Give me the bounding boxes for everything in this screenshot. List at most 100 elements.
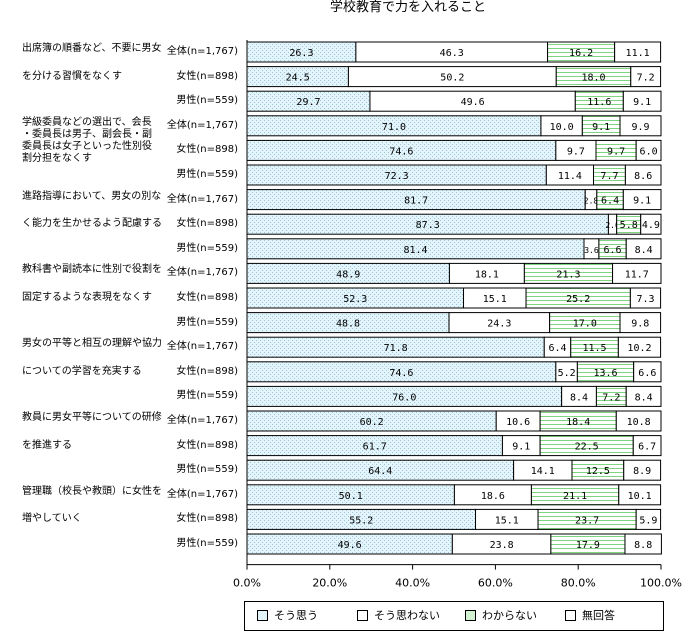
row-label: 男性(n=559) — [176, 242, 238, 254]
data-label: 10.0 — [550, 122, 574, 133]
data-label: 10.6 — [506, 417, 530, 428]
data-label: 61.7 — [363, 442, 387, 453]
data-label: 18.1 — [475, 269, 499, 280]
data-label: 21.3 — [556, 269, 580, 280]
question-label: 教科書や副読本に性別で役割を — [22, 264, 162, 276]
data-label: 15.1 — [495, 515, 519, 526]
data-label: 10.2 — [627, 343, 651, 354]
legend-label-unknown: わからない — [482, 609, 537, 622]
legend-item-disagree: そう思わない — [357, 607, 440, 623]
question-label: を分ける習慣をなくす — [22, 70, 122, 82]
data-label: 7.3 — [636, 294, 654, 305]
data-label: 6.6 — [604, 245, 622, 256]
x-tick-label: 20.0% — [312, 577, 347, 590]
data-label: 16.2 — [569, 48, 593, 59]
data-label: 21.1 — [563, 491, 587, 502]
row-label: 男性(n=559) — [176, 169, 238, 180]
data-label: 23.8 — [490, 540, 514, 551]
x-tick-label: 80.0% — [561, 577, 596, 590]
data-label: 10.8 — [627, 417, 651, 428]
data-label: 8.4 — [570, 392, 588, 403]
question-label: 管理職（校長や教頭）に女性を — [22, 485, 162, 497]
row-label: 全体(n=1,767) — [166, 488, 238, 500]
data-label: 9.7 — [607, 146, 625, 157]
data-label: 8.4 — [635, 245, 653, 256]
row-label: 全体(n=1,767) — [166, 193, 238, 205]
legend-item-no-answer: 無回答 — [565, 607, 615, 623]
data-label: 9.1 — [633, 97, 651, 108]
bar-segment-no-answer — [635, 508, 662, 530]
data-label: 49.6 — [338, 540, 362, 551]
legend-label-agree: そう思う — [274, 609, 318, 622]
data-label: 6.0 — [640, 146, 658, 157]
data-label: 7.7 — [600, 171, 618, 182]
row-label: 女性(n=898) — [176, 292, 238, 303]
bar-segment-no-answer — [622, 90, 662, 112]
question-label: 固定するような表現をなくす — [22, 292, 152, 303]
legend — [244, 601, 664, 631]
bar-segment-no-answer — [633, 361, 662, 383]
data-label: 9.9 — [631, 122, 649, 133]
legend-label-no-answer: 無回答 — [582, 609, 615, 622]
question-label: についての学習を充実する — [22, 365, 142, 377]
row-label: 女性(n=898) — [176, 70, 238, 82]
question-label: 教員に男女平等についての研修 — [22, 412, 162, 423]
data-label: 2.8 — [584, 197, 599, 206]
data-label: 50.2 — [440, 73, 464, 84]
data-label: 18.4 — [566, 417, 590, 428]
question-label: 男女の平等と相互の理解や協力 — [22, 338, 162, 350]
data-label: 15.1 — [483, 294, 507, 305]
data-label: 49.6 — [461, 97, 485, 108]
question-label: 割分担をなくす — [22, 152, 92, 164]
row-label: 全体(n=1,767) — [166, 267, 238, 279]
data-label: 12.5 — [586, 466, 610, 477]
bar-segment-no-answer — [612, 262, 662, 284]
data-label: 50.1 — [339, 491, 363, 502]
data-label: 8.4 — [635, 392, 653, 403]
bar-segment-no-answer — [635, 139, 662, 161]
bar-segment-no-answer — [625, 238, 662, 260]
data-label: 6.6 — [638, 368, 656, 379]
bar-segment-no-answer — [632, 435, 662, 457]
data-label: 17.0 — [573, 319, 597, 330]
data-label: 26.3 — [289, 48, 313, 59]
row-label: 男性(n=559) — [176, 464, 238, 476]
question-label: を推進する — [22, 439, 72, 451]
data-label: 11.1 — [626, 48, 650, 59]
row-label: 男性(n=559) — [176, 390, 238, 402]
data-label: 17.9 — [576, 540, 600, 551]
data-label: 11.4 — [558, 171, 582, 182]
row-label: 女性(n=898) — [176, 365, 238, 377]
bar-segment-no-answer — [617, 336, 662, 358]
legend-swatch-unknown — [465, 609, 476, 621]
data-label: 64.4 — [368, 466, 392, 477]
data-label: 18.0 — [581, 73, 605, 84]
row-label: 男性(n=559) — [176, 95, 238, 107]
bar-segment-no-answer — [618, 484, 662, 506]
data-label: 71.8 — [384, 343, 408, 354]
bar-segment-no-answer — [624, 164, 662, 186]
question-label: 進路指導において、男女の別な — [22, 190, 162, 202]
row-label: 女性(n=898) — [176, 144, 238, 156]
data-label: 72.3 — [385, 171, 409, 182]
data-label: 9.1 — [512, 442, 530, 453]
bar-segment-no-answer — [640, 213, 662, 235]
bar-segment-no-answer — [624, 533, 662, 555]
data-label: 24.5 — [286, 73, 310, 84]
data-label: 11.5 — [583, 343, 607, 354]
bar-segment-no-answer — [615, 410, 662, 432]
data-label: 6.4 — [601, 196, 619, 207]
x-tick-label: 0.0% — [233, 577, 261, 590]
data-label: 13.6 — [593, 368, 617, 379]
row-label: 全体(n=1,767) — [166, 119, 238, 131]
row-label: 男性(n=559) — [176, 316, 238, 328]
data-label: 6.4 — [548, 343, 566, 354]
legend-label-disagree: そう思わない — [374, 609, 440, 622]
bar-segment-no-answer — [629, 287, 662, 309]
data-label: 5.8 — [620, 220, 638, 231]
data-label: 14.1 — [531, 466, 555, 477]
bar-segment-no-answer — [619, 115, 662, 137]
data-label: 11.6 — [587, 97, 611, 108]
data-label: 7.2 — [637, 73, 655, 84]
